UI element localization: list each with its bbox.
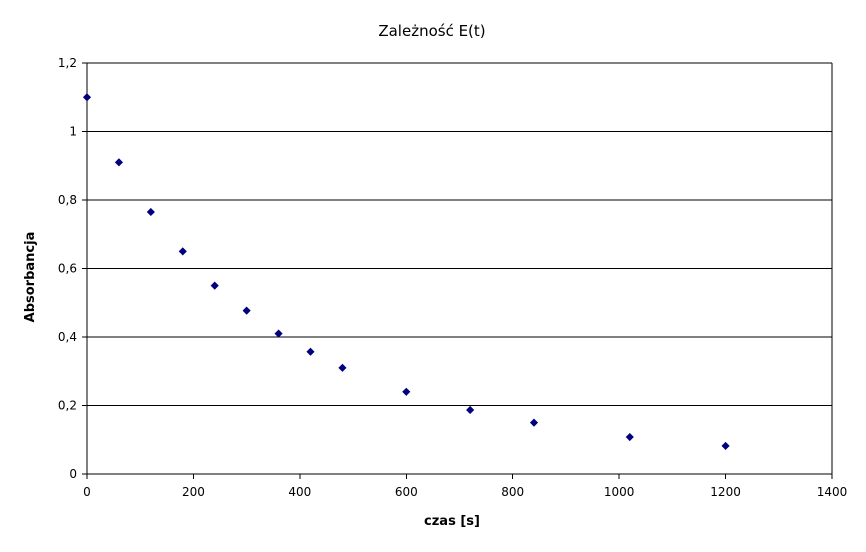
data-point xyxy=(210,281,219,290)
y-tick-label: 0,4 xyxy=(58,330,77,344)
tick-label-layer: 0 0,2 0,4 0,6 0,8 1 1,2 0 200 400 600 800 1000 1200 14… xyxy=(58,56,847,499)
x-tick-label: 800 xyxy=(501,485,524,499)
data-point xyxy=(146,207,155,217)
y-tick-label: 0 xyxy=(69,467,77,481)
y-tick-label: 1,2 xyxy=(58,56,77,70)
data-point xyxy=(82,93,92,102)
x-tick-label: 1400 xyxy=(817,485,848,499)
data-point xyxy=(306,347,315,356)
y-tick-label: 0,6 xyxy=(58,262,77,276)
axis-layer xyxy=(82,62,833,479)
data-point xyxy=(338,363,347,372)
x-tick-label: 200 xyxy=(182,485,205,499)
data-point xyxy=(178,247,187,256)
chart-title: Zależność E(t) xyxy=(378,22,485,40)
x-axis-title: czas [s] xyxy=(424,514,480,529)
data-point xyxy=(242,306,251,315)
data-point xyxy=(721,441,730,450)
y-tick-label: 0,8 xyxy=(58,193,77,207)
points-layer xyxy=(82,93,730,450)
x-tick-label: 400 xyxy=(288,485,311,499)
data-point xyxy=(274,329,283,338)
data-point xyxy=(529,418,539,427)
x-tick-label: 0 xyxy=(83,485,91,499)
x-tick-label: 1000 xyxy=(604,485,635,499)
grid-layer xyxy=(87,62,832,406)
x-tick-label: 1200 xyxy=(710,485,741,499)
y-tick-label: 0,2 xyxy=(58,399,77,413)
data-point xyxy=(402,387,411,396)
y-tick-label: 1 xyxy=(69,125,77,139)
x-tick-label: 600 xyxy=(395,485,418,499)
data-point xyxy=(114,158,123,167)
y-axis-title: Absorbancja xyxy=(23,232,38,323)
data-point xyxy=(625,432,634,442)
data-point xyxy=(466,405,475,415)
